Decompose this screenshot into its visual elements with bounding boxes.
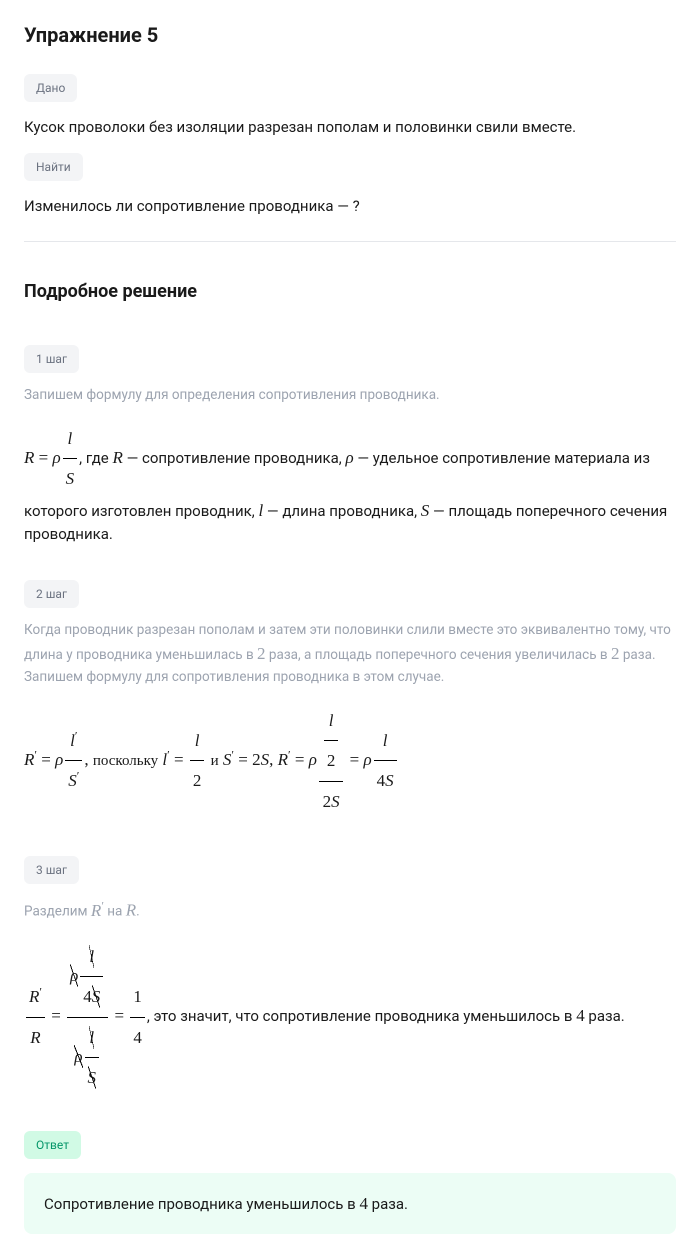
exercise-title: Упражнение 5 bbox=[24, 20, 676, 50]
answer-text: Сопротивление проводника уменьшилось в 4… bbox=[44, 1195, 408, 1213]
step-2-intro: Когда проводник разрезан пополам и затем… bbox=[24, 620, 676, 688]
step-1-body: R = ρlS, где R — сопротивление проводник… bbox=[24, 420, 676, 546]
divider bbox=[24, 241, 676, 242]
step-2-tag: 2 шаг bbox=[24, 580, 79, 608]
step-3-formula: R′R = ρl4SρlS = 14 bbox=[24, 1006, 147, 1025]
step-3-intro: Разделим R′ на R. bbox=[24, 896, 676, 924]
step-3-tag: 3 шаг bbox=[24, 856, 79, 884]
given-text: Кусок проволоки без изоляции разрезан по… bbox=[24, 116, 676, 139]
answer-box: Сопротивление проводника уменьшилось в 4… bbox=[24, 1173, 676, 1235]
step-1-desc: , где R — сопротивление проводника, ρ — … bbox=[24, 449, 667, 543]
step-1-formula: R = ρlS bbox=[24, 448, 79, 467]
step-1-tag: 1 шаг bbox=[24, 345, 79, 373]
answer-tag: Ответ bbox=[24, 1131, 81, 1159]
given-tag: Дано bbox=[24, 74, 77, 102]
solution-title: Подробное решение bbox=[24, 278, 676, 305]
step-3-desc: , это значит, что сопротивление проводни… bbox=[147, 1007, 625, 1025]
find-tag: Найти bbox=[24, 153, 83, 181]
step-3-body: R′R = ρl4SρlS = 14, это значит, что сопр… bbox=[24, 938, 676, 1097]
step-2-formula: R′ = ρl′S′, поскольку l′ = l2 и S′ = 2S,… bbox=[24, 702, 676, 820]
step-1-intro: Запишем формулу для определения сопротив… bbox=[24, 385, 676, 406]
find-text: Изменилось ли сопротивление проводника —… bbox=[24, 195, 676, 218]
